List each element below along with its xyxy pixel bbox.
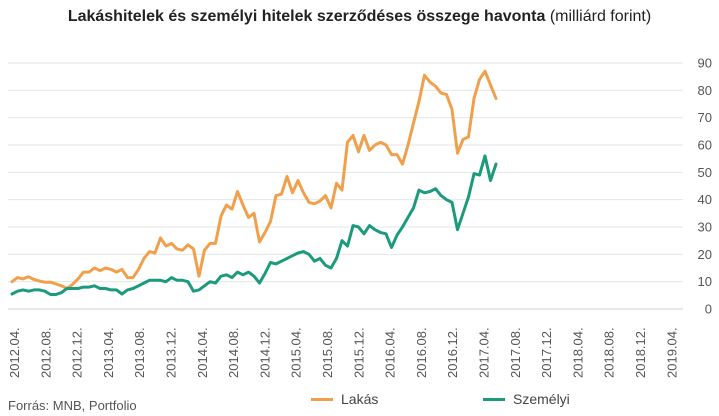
y-tick-label: 60: [698, 138, 712, 153]
y-tick-label: 80: [698, 83, 712, 98]
x-tick-label: 2013.08.: [132, 327, 147, 378]
x-tick-label: 2015.04.: [289, 327, 304, 378]
chart-title-unit: (milliárd forint): [549, 8, 652, 25]
x-tick-label: 2018.04.: [570, 327, 585, 378]
series-line-lakas: [10, 69, 498, 290]
chart-title: Lakáshitelek és személyi hitelek szerződ…: [0, 8, 719, 26]
x-tick-label: 2012.04.: [7, 327, 22, 378]
x-tick-label: 2013.04.: [101, 327, 116, 378]
y-tick-label: 20: [698, 247, 712, 262]
source-note: Forrás: MNB, Portfolio: [8, 398, 137, 413]
x-tick-label: 2016.08.: [414, 327, 429, 378]
chart-title-main: Lakáshitelek és személyi hitelek szerződ…: [67, 8, 546, 25]
y-tick-label: 90: [698, 56, 712, 71]
legend-swatch-szemelyi: [483, 397, 505, 401]
x-tick-label: 2018.08.: [602, 327, 617, 378]
y-tick-label: 0: [705, 302, 712, 317]
x-tick-label: 2015.12.: [351, 327, 366, 378]
x-tick-label: 2017.04.: [477, 327, 492, 378]
x-tick-label: 2014.04.: [195, 327, 210, 378]
x-tick-label: 2019.04.: [664, 327, 679, 378]
y-tick-label: 70: [698, 110, 712, 125]
legend-swatch-lakas: [311, 397, 333, 401]
y-axis-tick-labels: 0 10 20 30 40 50 60 70 80 90: [698, 56, 712, 317]
x-tick-label: 2013.12.: [164, 327, 179, 378]
y-tick-label: 40: [698, 192, 712, 207]
x-tick-label: 2017.08.: [508, 327, 523, 378]
legend-item-szemelyi: Személyi: [483, 389, 570, 409]
x-tick-label: 2012.12.: [70, 327, 85, 378]
series-lines: [10, 69, 498, 296]
y-tick-label: 10: [698, 274, 712, 289]
x-tick-label: 2012.08.: [38, 327, 53, 378]
x-axis-tick-labels: 2012.04. 2012.08. 2012.12. 2013.04. 2013.08.…: [7, 327, 679, 378]
x-tick-label: 2017.12.: [539, 327, 554, 378]
x-tick-label: 2014.12.: [257, 327, 272, 378]
legend-item-lakas: Lakás: [311, 389, 378, 409]
series-line-szemelyi: [10, 154, 498, 296]
legend-label-lakas: Lakás: [341, 391, 379, 407]
y-tick-label: 50: [698, 165, 712, 180]
grid-lines: [8, 62, 683, 310]
y-tick-label: 30: [698, 220, 712, 235]
x-tick-label: 2016.04.: [383, 327, 398, 378]
legend-label-szemelyi: Személyi: [513, 391, 570, 407]
x-tick-label: 2018.12.: [633, 327, 648, 378]
x-tick-label: 2014.08.: [226, 327, 241, 378]
x-tick-label: 2016.12.: [445, 327, 460, 378]
x-tick-label: 2015.08.: [320, 327, 335, 378]
